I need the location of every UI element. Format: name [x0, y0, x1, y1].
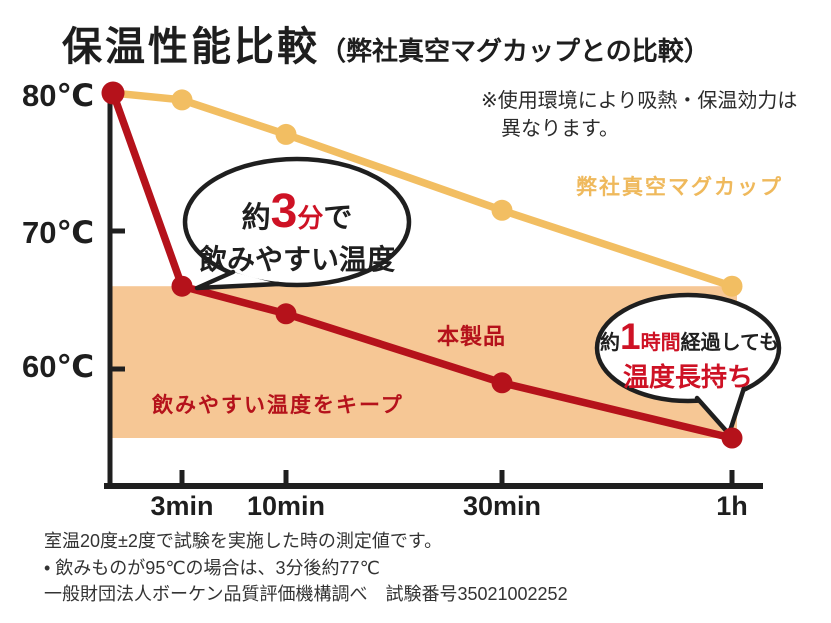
bubble-3min: 約3分で 飲みやすい温度 [187, 186, 407, 276]
bubble-1h-suffix: 経過しても [680, 332, 779, 354]
bubble-3min-number: 3 [270, 185, 298, 238]
footnotes: 室温20度±2度で試験を実施した時の測定値です。 • 飲みものが95℃の場合は、… [44, 528, 568, 608]
x-axis-label-30min: 30min [462, 491, 542, 521]
y-axis-label-60: 60℃ [21, 349, 94, 384]
x-axis-label-3min: 3min [150, 491, 214, 521]
bubble-3min-unit: 分 [297, 203, 324, 233]
usage-note-line1: ※使用環境により吸熱・保温効力は [481, 90, 798, 112]
y-axis-label-70: 70℃ [21, 215, 94, 250]
x-axis-label-10min: 10min [246, 491, 326, 521]
footnote-line3: 一般財団法人ボーケン品質評価機構調べ 試験番号35021002252 [44, 584, 568, 604]
series-label-product: 本製品 [437, 324, 507, 349]
series-label-vacuum-mug: 弊社真空マグカップ [576, 176, 783, 199]
bubble-1h-unit: 時間 [640, 332, 681, 354]
usage-note: ※使用環境により吸熱・保温効力は 異なります。 [481, 87, 797, 143]
title-sub: （弊社真空マグカップとの比較） [320, 36, 710, 66]
bubble-1h-prefix: 約 [600, 332, 620, 354]
footnote-line1: 室温20度±2度で試験を実施した時の測定値です。 [44, 531, 443, 551]
band-label: 飲みやすい温度をキープ [152, 394, 404, 417]
usage-note-line2: 異なります。 [501, 118, 619, 140]
page-title: 保温性能比較（弊社真空マグカップとの比較） [62, 14, 710, 72]
title-main: 保温性能比較 [62, 25, 320, 69]
bubble-3min-prefix: 約 [241, 202, 271, 234]
bubble-3min-line2: 飲みやすい温度 [198, 244, 395, 275]
y-axis-label-80: 80℃ [21, 78, 94, 113]
bubble-3min-line1: 約3分で [187, 186, 407, 244]
bubble-1h: 約1時間経過しても 温度長持ち [600, 316, 779, 393]
bubble-1h-number: 1 [620, 316, 641, 357]
bubble-3min-suffix: で [323, 202, 353, 234]
bubble-1h-line2: 温度長持ち [622, 362, 753, 392]
footnote-line2: • 飲みものが95℃の場合は、3分後約77℃ [44, 557, 380, 578]
x-axis-label-1h: 1h [716, 491, 748, 521]
bubble-1h-line1: 約1時間経過しても [600, 316, 779, 362]
